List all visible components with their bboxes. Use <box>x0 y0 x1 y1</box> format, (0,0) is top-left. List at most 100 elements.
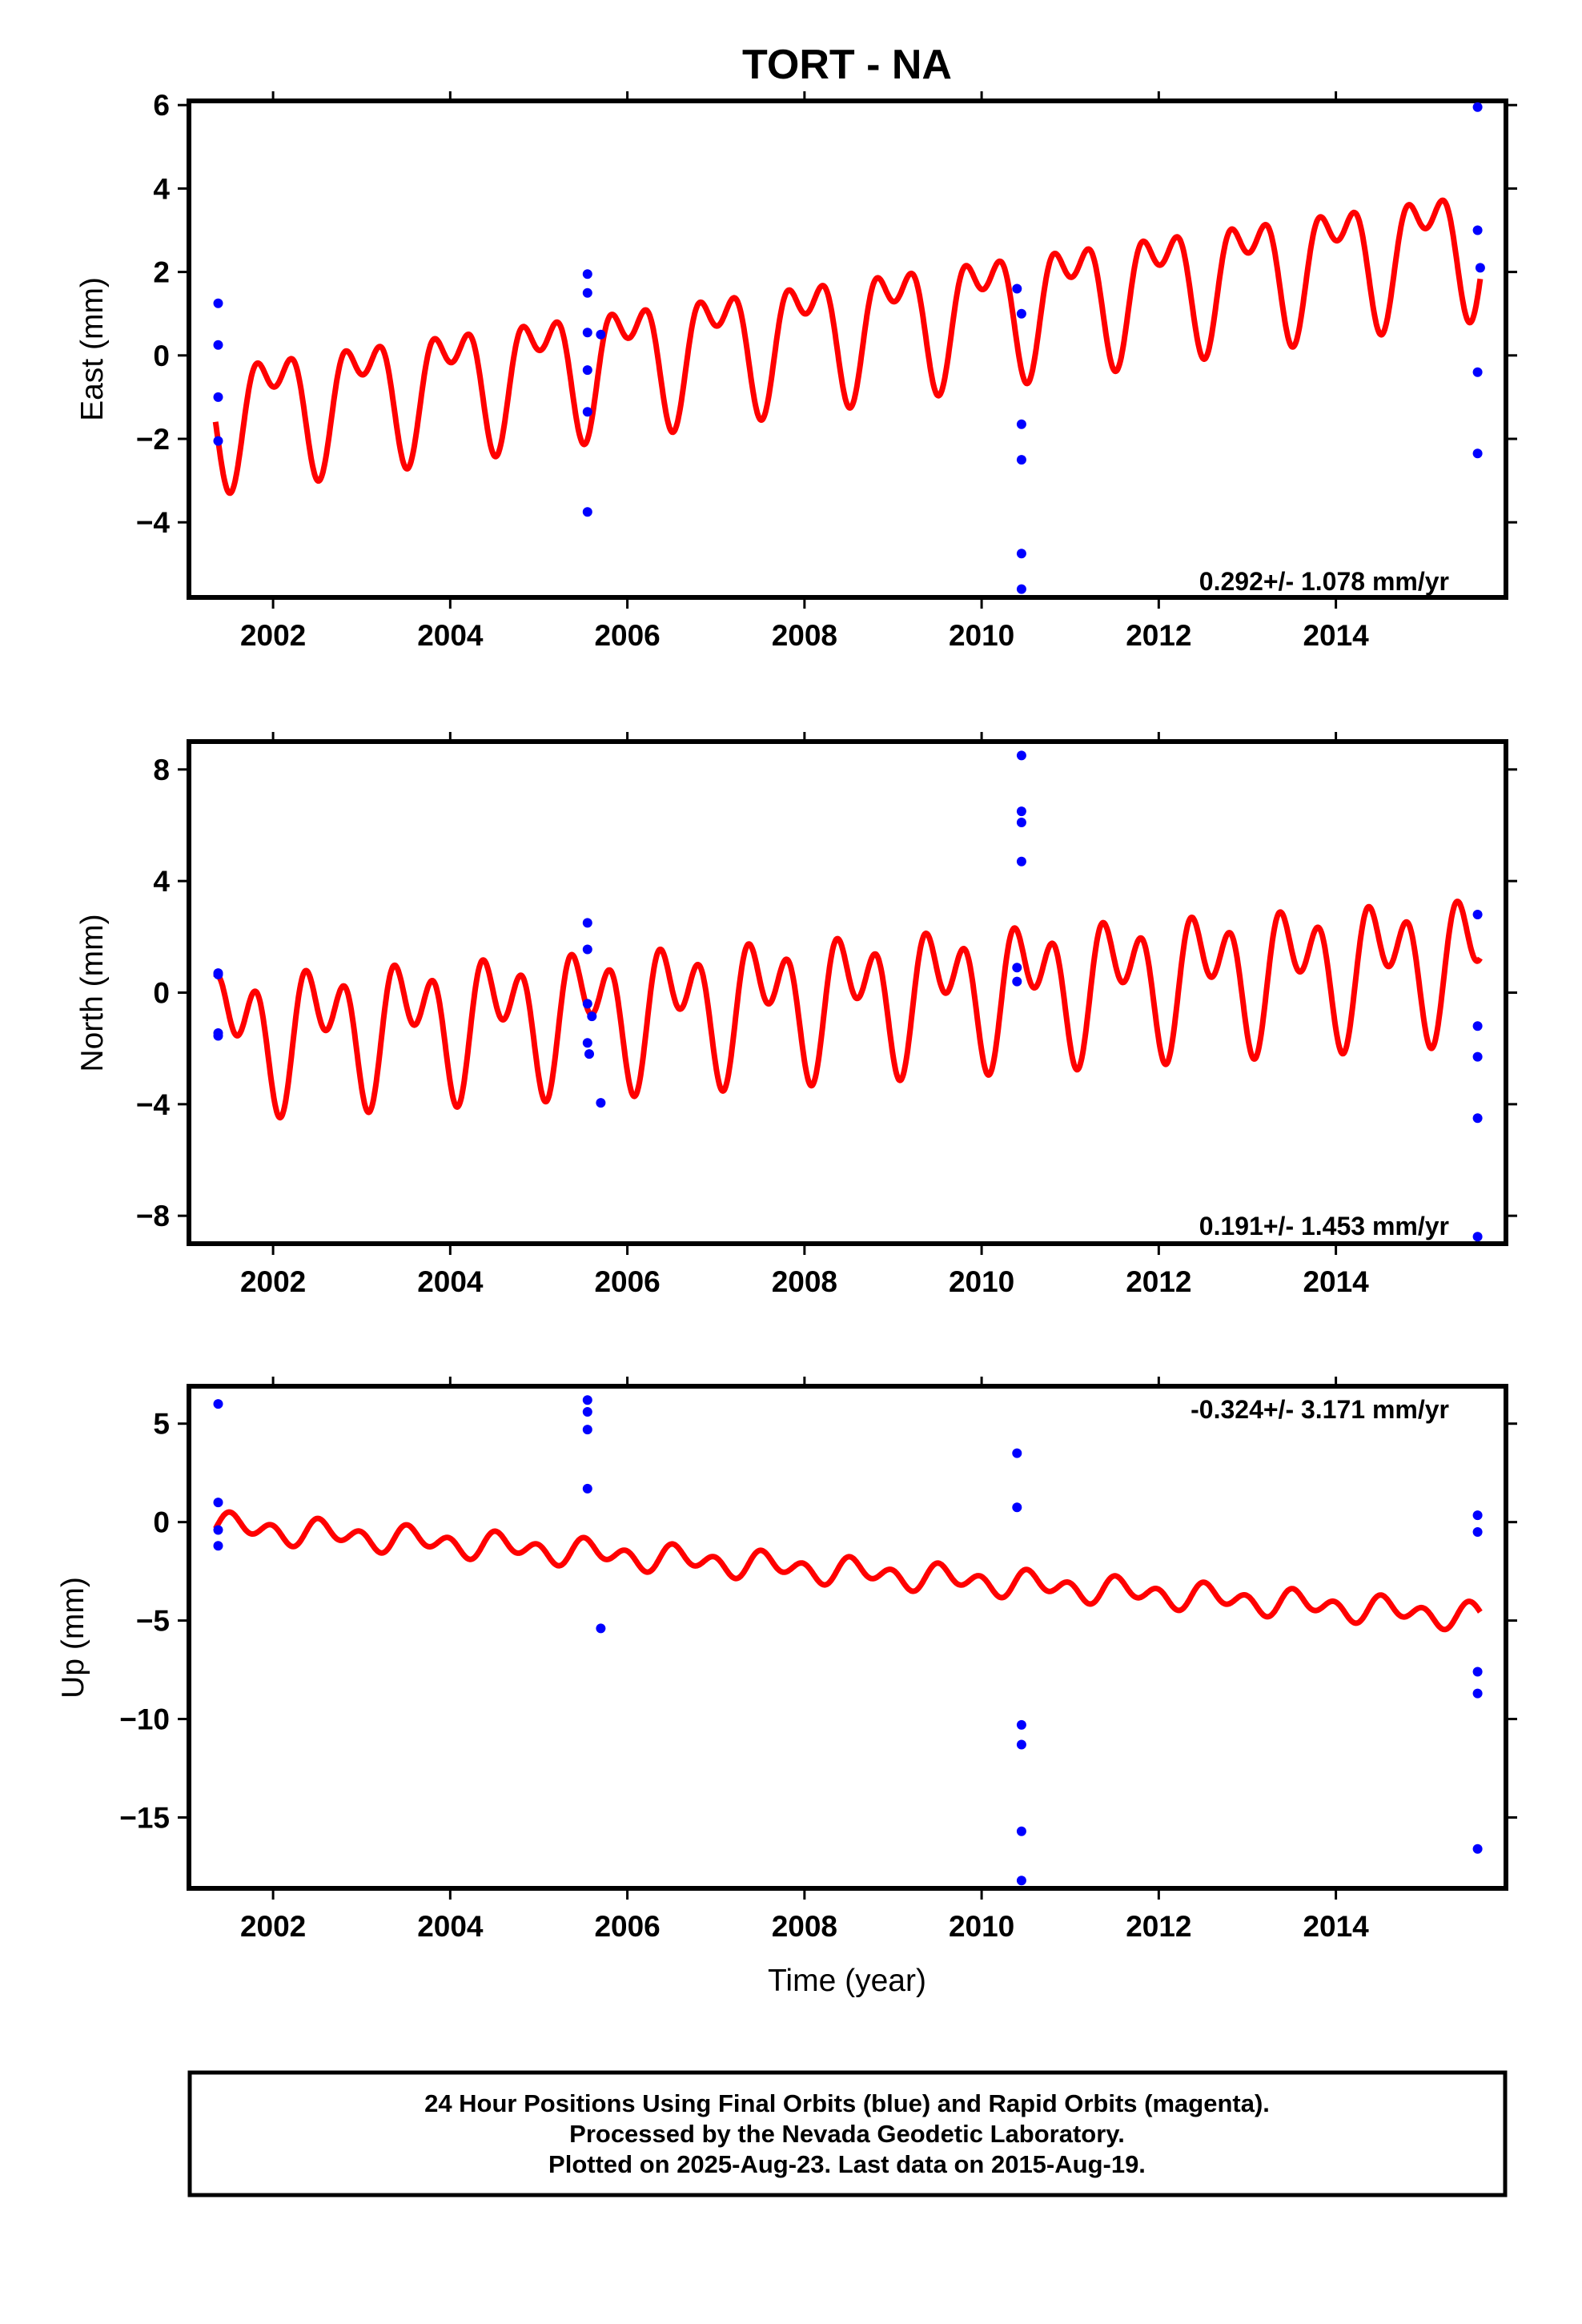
north-data-point <box>213 1031 223 1041</box>
up-rate-annotation: -0.324+/- 3.171 mm/yr <box>1191 1395 1449 1424</box>
up-observation-layer <box>213 1395 1483 1886</box>
up-model-line <box>213 1509 1483 1633</box>
up-data-point <box>1016 1719 1026 1730</box>
east-data-point <box>213 436 223 446</box>
east-axis-ticks: 2002 2004 2006 2008 2010 2012 2014 −4 −2 0 2 4 6 <box>136 89 1517 652</box>
east-data-point <box>1472 367 1483 377</box>
north-x-tick-label: 2010 <box>949 1265 1014 1298</box>
east-data-point <box>1016 549 1026 559</box>
north-rate-annotation: 0.191+/- 1.453 mm/yr <box>1199 1212 1449 1240</box>
x-axis-label: Time (year) <box>768 1964 926 1998</box>
up-y-tick-label: −15 <box>119 1801 170 1834</box>
up-data-point <box>1472 1667 1483 1677</box>
north-x-tick-label: 2014 <box>1303 1265 1369 1298</box>
north-data-point <box>582 1038 592 1048</box>
up-y-tick-label: −10 <box>119 1703 170 1736</box>
north-x-tick-label: 2004 <box>417 1265 484 1298</box>
up-data-point <box>1012 1448 1022 1458</box>
north-data-point <box>1472 1113 1483 1124</box>
north-data-point <box>584 1049 594 1059</box>
up-data-point <box>1012 1502 1022 1513</box>
up-x-tick-label: 2008 <box>772 1910 837 1943</box>
up-data-point <box>213 1541 223 1551</box>
footer-line-2: Processed by the Nevada Geodetic Laborat… <box>569 2120 1125 2148</box>
east-y-tick-label: −2 <box>136 423 170 456</box>
north-x-tick-label: 2002 <box>240 1265 306 1298</box>
up-y-tick-label: −5 <box>136 1605 170 1638</box>
north-data-point <box>1472 1232 1483 1242</box>
east-x-tick-label: 2004 <box>417 619 484 652</box>
up-y-axis-label: Up (mm) <box>56 1577 90 1699</box>
up-data-point <box>582 1395 592 1405</box>
north-data-point <box>213 969 223 979</box>
north-data-point <box>596 1098 606 1108</box>
east-x-tick-label: 2010 <box>949 619 1014 652</box>
up-data-point <box>213 1525 223 1535</box>
up-data-point <box>1472 1844 1483 1854</box>
east-x-tick-label: 2014 <box>1303 619 1369 652</box>
up-x-tick-label: 2006 <box>594 1910 660 1943</box>
north-y-tick-label: −8 <box>136 1200 170 1232</box>
east-x-tick-label: 2002 <box>240 619 306 652</box>
east-y-tick-label: 6 <box>153 89 170 122</box>
up-data-point <box>582 1425 592 1435</box>
east-data-point <box>582 287 592 298</box>
east-data-point <box>1475 263 1485 273</box>
north-data-point <box>1016 856 1026 866</box>
north-x-tick-label: 2006 <box>594 1265 660 1298</box>
east-x-tick-label: 2012 <box>1126 619 1191 652</box>
up-axis-ticks: 2002 2004 2006 2008 2010 2012 2014 −15 −10 −5 0 5 <box>119 1377 1517 1943</box>
up-data-point <box>1016 1739 1026 1750</box>
east-data-point <box>582 269 592 279</box>
north-data-point <box>1472 1021 1483 1031</box>
north-axis-ticks: 2002 2004 2006 2008 2010 2012 2014 −8 −4 0 4 8 <box>136 732 1517 1298</box>
east-data-point <box>596 329 606 340</box>
east-data-point <box>213 340 223 350</box>
north-y-tick-label: 8 <box>153 754 170 786</box>
east-y-tick-label: 2 <box>153 256 170 289</box>
up-x-tick-label: 2010 <box>949 1910 1014 1943</box>
north-data-point <box>1472 1051 1483 1062</box>
up-y-tick-label: 5 <box>153 1408 170 1441</box>
east-data-point <box>1472 102 1483 112</box>
north-data-point <box>1016 750 1026 761</box>
north-data-point <box>1472 910 1483 919</box>
east-data-point <box>582 328 592 338</box>
footer-line-1: 24 Hour Positions Using Final Orbits (bl… <box>424 2089 1270 2117</box>
up-data-point <box>213 1399 223 1409</box>
east-data-point <box>213 392 223 402</box>
north-y-axis-label: North (mm) <box>75 914 110 1072</box>
east-data-point <box>1016 584 1026 594</box>
east-x-tick-label: 2008 <box>772 619 837 652</box>
up-model-layer <box>213 1509 1483 1633</box>
up-data-point <box>1016 1876 1026 1886</box>
east-y-tick-label: 4 <box>153 172 170 205</box>
east-y-axis-label: East (mm) <box>75 277 110 421</box>
up-x-tick-label: 2012 <box>1126 1910 1191 1943</box>
north-data-point <box>582 999 592 1009</box>
east-data-point <box>582 407 592 417</box>
up-data-point <box>1472 1510 1483 1521</box>
north-x-tick-label: 2008 <box>772 1265 837 1298</box>
up-data-point <box>213 1498 223 1508</box>
up-data-point <box>1472 1527 1483 1537</box>
north-data-point <box>587 1011 597 1022</box>
east-plot-frame <box>187 99 1508 600</box>
east-data-point <box>1016 455 1026 465</box>
up-panel: 2002 2004 2006 2008 2010 2012 2014 −15 −10 −5 0 5 U… <box>56 1377 1517 1998</box>
up-data-point <box>582 1407 592 1417</box>
footer-box: 24 Hour Positions Using Final Orbits (bl… <box>187 2070 1508 2197</box>
east-rate-annotation: 0.292+/- 1.078 mm/yr <box>1199 567 1449 596</box>
north-y-tick-label: 0 <box>153 977 170 1010</box>
footer-frame <box>187 2070 1508 2197</box>
north-data-point <box>1012 976 1022 987</box>
up-data-point <box>582 1483 592 1494</box>
north-data-point <box>1012 963 1022 973</box>
up-plot-frame <box>187 1384 1508 1891</box>
up-y-tick-label: 0 <box>153 1506 170 1539</box>
east-data-point <box>1016 308 1026 319</box>
north-y-tick-label: 4 <box>153 865 170 898</box>
east-data-point <box>582 365 592 376</box>
up-data-point <box>1016 1826 1026 1836</box>
